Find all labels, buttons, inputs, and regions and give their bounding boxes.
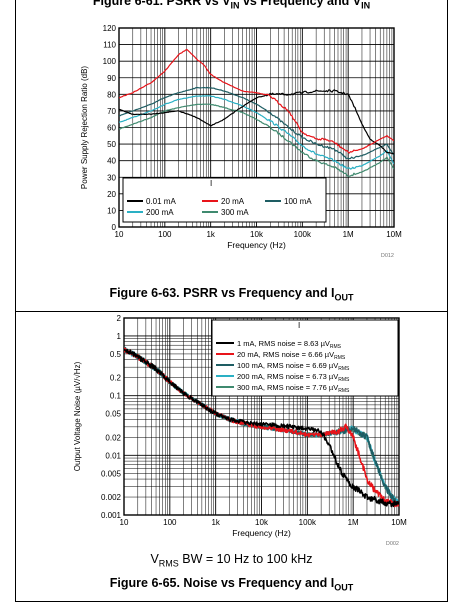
y-tick-label: 0.1 (110, 392, 122, 401)
y-tick-label: 30 (107, 173, 116, 182)
y-tick-label: 0.5 (110, 350, 122, 359)
x-tick-label: 100 (158, 230, 172, 239)
legend-entry: 300 mA (221, 208, 249, 217)
y-tick-label: 2 (117, 314, 122, 323)
y-tick-label: 10 (107, 206, 116, 215)
y-tick-label: 0.01 (105, 451, 121, 460)
legend-entry: 100 mA (284, 197, 312, 206)
series-line (124, 348, 399, 508)
x-tick-label: 100 (163, 518, 177, 527)
x-tick-label: 10M (391, 518, 407, 527)
x-tick-label: 10k (255, 518, 269, 527)
y-tick-label: 0.001 (101, 511, 122, 520)
series-line (119, 95, 394, 170)
legend-entry: 20 mA (221, 197, 245, 206)
y-tick-label: 0.05 (105, 410, 121, 419)
y-tick-label: 110 (103, 41, 116, 50)
plot-frame (123, 317, 400, 516)
legend-entry-sub: RMS (338, 388, 350, 394)
x-tick-label: 1M (343, 230, 354, 239)
legend-entry: 0.01 mA (146, 197, 176, 206)
legend-entry-sub: RMS (338, 366, 350, 372)
caption-subscript: IN (230, 0, 240, 11)
legend-entry: 300 mA, RMS noise = 7.76 µVRMS (237, 383, 350, 394)
x-tick-label: 100k (299, 518, 317, 527)
legend-title: I (210, 179, 212, 188)
caption-text: Figure 6-65. Noise vs Frequency and I (109, 576, 335, 590)
x-tick-label: 1k (206, 230, 215, 239)
x-tick-label: 10 (115, 230, 124, 239)
y-tick-label: 1 (117, 332, 122, 341)
legend-entry: 200 mA (146, 208, 174, 217)
y-tick-label: 0.005 (101, 469, 122, 478)
caption-text: Figure 6-61. PSRR vs V (92, 0, 231, 8)
figure-id: D002 (386, 541, 399, 547)
x-tick-label: 1M (348, 518, 359, 527)
y-tick-label: 80 (107, 90, 116, 99)
legend-entry-sub: RMS (330, 344, 342, 350)
y-axis-label: Power Supply Rejection Ratio (dB) (80, 66, 89, 190)
legend-entry-sub: RMS (334, 355, 346, 361)
legend-entry: 20 mA, RMS noise = 6.66 µVRMS (237, 350, 346, 361)
legend-title: I (298, 321, 300, 330)
psrr-figure-panel: Figure 6-61. PSRR vs VIN vs Frequency an… (15, 0, 448, 312)
x-axis-label: Frequency (Hz) (232, 528, 291, 538)
series-line (119, 89, 394, 155)
series-line (119, 103, 394, 177)
y-tick-label: 0.2 (110, 374, 122, 383)
y-tick-label: 40 (107, 157, 116, 166)
note-subscript: RMS (158, 558, 179, 569)
y-tick-label: 20 (107, 190, 116, 199)
legend-entry: 1 mA, RMS noise = 8.63 µVRMS (237, 339, 342, 350)
note-text: BW = 10 Hz to 100 kHz (178, 552, 313, 566)
legend-entry: 200 mA, RMS noise = 6.73 µVRMS (237, 372, 350, 383)
y-tick-label: 0.02 (105, 433, 121, 442)
figure-6-65-caption: Figure 6-65. Noise vs Frequency and IOUT (16, 576, 447, 593)
caption-subscript-2: IN (361, 0, 371, 11)
y-tick-label: 90 (107, 74, 116, 83)
plot-frame (118, 27, 395, 228)
y-tick-label: 70 (107, 107, 116, 116)
caption-subscript: OUT (334, 292, 354, 303)
x-tick-label: 10 (120, 518, 129, 527)
legend-entry: 100 mA, RMS noise = 6.69 µVRMS (237, 361, 350, 372)
legend-box (211, 319, 399, 397)
caption-text: Figure 6-63. PSRR vs Frequency and I (109, 286, 335, 300)
x-axis-label: Frequency (Hz) (227, 240, 286, 250)
y-tick-label: 50 (107, 140, 116, 149)
y-tick-label: 120 (103, 24, 117, 33)
figure-id: D012 (381, 253, 394, 259)
caption-subscript: OUT (334, 582, 354, 593)
series-line (119, 86, 394, 160)
legend-entry-sub: RMS (338, 377, 350, 383)
y-axis-label: Output Voltage Noise (µV/√Hz) (73, 361, 82, 471)
caption-text-mid: vs Frequency and V (239, 0, 362, 8)
x-tick-label: 10k (250, 230, 264, 239)
y-tick-label: 60 (107, 124, 116, 133)
legend-box (122, 177, 327, 223)
x-tick-label: 100k (294, 230, 312, 239)
noise-figure-panel: VRMS BW = 10 Hz to 100 kHz Figure 6-65. … (15, 312, 448, 602)
x-tick-label: 10M (386, 230, 402, 239)
x-tick-label: 1k (211, 518, 220, 527)
figure-6-63-caption: Figure 6-63. PSRR vs Frequency and IOUT (16, 286, 447, 303)
bandwidth-note: VRMS BW = 10 Hz to 100 kHz (16, 552, 447, 569)
y-tick-label: 0.002 (101, 493, 122, 502)
y-tick-label: 0 (112, 223, 117, 232)
y-tick-label: 100 (103, 57, 117, 66)
note-v: V (150, 552, 159, 566)
figure-6-61-caption: Figure 6-61. PSRR vs VIN vs Frequency an… (16, 0, 447, 11)
series-line (119, 48, 394, 154)
